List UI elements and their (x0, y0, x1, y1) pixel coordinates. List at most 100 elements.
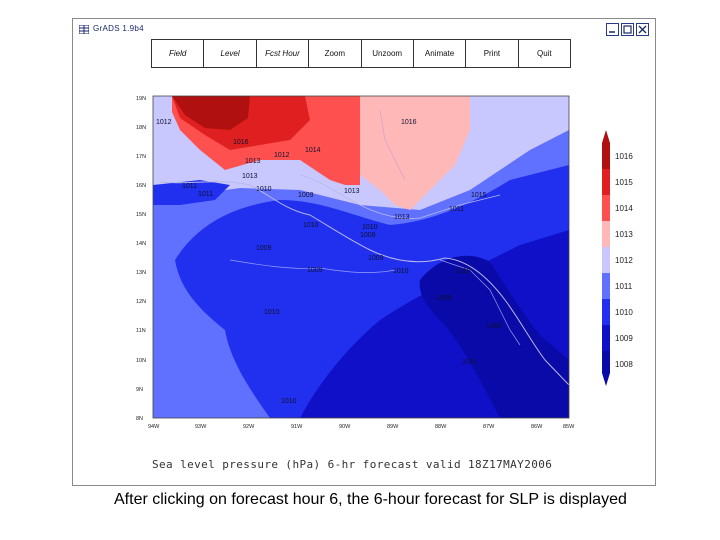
colorbar-label: 1014 (615, 204, 633, 213)
contour-label: 1009 (486, 323, 502, 330)
lat-tick: 16N (136, 183, 146, 189)
colorbar-swatch (602, 325, 610, 351)
print-button[interactable]: Print (465, 40, 517, 67)
colorbar-swatch (602, 221, 610, 247)
plot-frame (152, 95, 570, 419)
lon-tick: 91W (291, 424, 303, 430)
contour-label: 1013 (394, 214, 410, 221)
contour-line (229, 259, 396, 273)
maximize-icon (623, 25, 632, 34)
lat-tick: 19N (136, 96, 146, 102)
colorbar-label: 1016 (615, 152, 633, 161)
contour-label: 1008 (436, 295, 452, 302)
lon-tick: 85W (563, 424, 575, 430)
zoom-button[interactable]: Zoom (308, 40, 360, 67)
minimize-button[interactable] (606, 23, 619, 36)
contour-label: 1010 (455, 268, 471, 275)
contour-label: 1010 (393, 268, 409, 275)
colorbar-swatch (602, 195, 610, 221)
close-icon (638, 25, 647, 34)
colorbar-label: 1008 (615, 360, 633, 369)
slide-caption: After clicking on forecast hour 6, the 6… (114, 491, 627, 508)
title-bar: GrADS 1.9b4 (73, 19, 655, 41)
colorbar-label: 1012 (615, 256, 633, 265)
border-line-2 (379, 109, 406, 181)
colorbar-swatch (602, 247, 610, 273)
colorbar-label: 1011 (615, 282, 633, 291)
contour-fill-west (153, 180, 230, 205)
animate-button[interactable]: Animate (412, 40, 465, 67)
lat-tick: 18N (136, 125, 146, 131)
quit-button[interactable]: Quit (517, 40, 571, 67)
colorbar-label: 1015 (615, 178, 633, 187)
contour-label: 1016 (401, 119, 417, 126)
contour-label: 1008 (360, 232, 376, 239)
contour-fill-1016 (172, 96, 250, 130)
lon-tick: 86W (531, 424, 543, 430)
maximize-button[interactable] (621, 23, 634, 36)
colorbar-swatch (602, 273, 610, 299)
lat-tick: 8N (136, 416, 143, 422)
contour-label: 1009 (307, 267, 323, 274)
colorbar-label: 1013 (615, 230, 633, 239)
close-button[interactable] (636, 23, 649, 36)
contour-label: 1015 (471, 192, 487, 199)
lon-tick: 94W (148, 424, 160, 430)
minimize-icon (609, 31, 615, 33)
colorbar-swatch (602, 299, 610, 325)
contour-label: 1016 (233, 139, 249, 146)
lon-tick: 89W (387, 424, 399, 430)
colorbar-label: 1010 (615, 308, 633, 317)
map-caption: Sea level pressure (hPa) 6-hr forecast v… (152, 458, 553, 471)
level-button[interactable]: Level (203, 40, 255, 67)
contour-label: 1012 (274, 152, 290, 159)
contour-label: 1014 (305, 147, 321, 154)
toolbar: Field Level Fcst Hour Zoom Unzoom Animat… (151, 39, 571, 68)
lon-tick: 90W (339, 424, 351, 430)
contour-label: 1009 (256, 245, 272, 252)
contour-fill-1013 (355, 96, 470, 210)
grid-icon (79, 25, 89, 34)
contour-label: 1011 (449, 206, 464, 213)
contour-label: 1010 (256, 186, 272, 193)
lon-tick: 88W (435, 424, 447, 430)
lat-tick: 15N (136, 212, 146, 218)
colorbar-bottom-arrow (602, 373, 610, 386)
lat-tick: 17N (136, 154, 146, 160)
contour-label: 1010 (303, 222, 319, 229)
colorbar-label: 1009 (615, 334, 633, 343)
fcst-hour-button[interactable]: Fcst Hour (255, 40, 308, 67)
contour-label: 1011 (462, 359, 477, 366)
contour-label: 1013 (245, 158, 261, 165)
contour-label: 1009 (368, 255, 384, 262)
contour-label: 1010 (362, 224, 378, 231)
window-title: GrADS 1.9b4 (93, 24, 144, 33)
lat-tick: 10N (136, 358, 146, 364)
colorbar-swatch (602, 351, 610, 373)
colorbar-swatch (602, 169, 610, 195)
border-line (299, 174, 501, 219)
field-button[interactable]: Field (151, 40, 203, 67)
contour-labels: 1012 1016 1014 1013 1012 1013 1011 1011 … (156, 119, 502, 405)
lat-tick: 13N (136, 270, 146, 276)
contour-label: 1013 (344, 188, 360, 195)
unzoom-button[interactable]: Unzoom (360, 40, 413, 67)
contour-label: 1009 (298, 192, 314, 199)
lat-tick: 14N (136, 241, 146, 247)
lat-tick: 12N (136, 299, 146, 305)
coastline (159, 181, 569, 386)
contour-label: 1011 (198, 191, 213, 198)
border-line-3 (439, 259, 521, 346)
lat-tick: 9N (136, 387, 143, 393)
lon-tick: 92W (243, 424, 255, 430)
colorbar-top-arrow (602, 130, 610, 143)
lon-tick: 87W (483, 424, 495, 430)
lat-axis: 19N 18N 17N 16N 15N 14N 13N 12N 11N 10N … (136, 96, 146, 422)
lat-tick: 11N (136, 328, 146, 334)
contour-label: 1011 (182, 183, 197, 190)
lon-axis: 94W 93W 92W 91W 90W 89W 88W 87W 86W 85W (148, 424, 575, 430)
contour-label: 1010 (264, 309, 280, 316)
lon-tick: 93W (195, 424, 207, 430)
contour-label: 1010 (281, 398, 297, 405)
